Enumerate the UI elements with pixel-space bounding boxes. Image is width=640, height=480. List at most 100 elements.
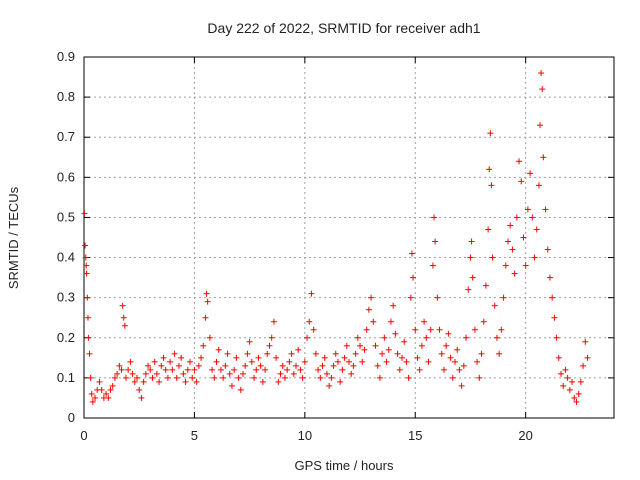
data-point xyxy=(81,210,88,217)
data-point xyxy=(129,370,136,377)
data-point xyxy=(268,334,275,341)
data-point xyxy=(169,366,176,373)
data-point xyxy=(251,374,258,381)
data-point xyxy=(119,302,126,309)
data-point xyxy=(202,314,209,321)
data-point xyxy=(452,358,458,365)
data-point xyxy=(297,366,304,373)
data-point xyxy=(337,378,344,385)
x-tick-label: 0 xyxy=(80,428,87,443)
data-point xyxy=(270,318,277,325)
data-point xyxy=(511,270,518,277)
data-point xyxy=(357,342,364,349)
data-point xyxy=(213,358,220,365)
data-point xyxy=(385,346,392,353)
data-point xyxy=(171,350,178,357)
data-point xyxy=(436,326,443,333)
data-point xyxy=(308,290,315,297)
data-point xyxy=(564,374,571,381)
data-point xyxy=(84,294,91,301)
data-point xyxy=(164,374,171,381)
data-point xyxy=(403,358,410,365)
data-point xyxy=(304,334,311,341)
data-point xyxy=(131,378,138,385)
data-point xyxy=(505,238,511,245)
data-point xyxy=(482,282,489,289)
data-point xyxy=(284,366,291,373)
data-point xyxy=(217,366,224,373)
data-point xyxy=(376,374,383,381)
data-point xyxy=(558,370,564,377)
data-point xyxy=(125,366,132,373)
data-point xyxy=(546,274,553,281)
data-point xyxy=(582,338,589,345)
data-point xyxy=(162,366,169,373)
data-point xyxy=(469,274,476,281)
data-point xyxy=(341,354,348,361)
data-point xyxy=(354,334,361,341)
data-point xyxy=(401,338,408,345)
y-tick-label: 0.3 xyxy=(57,290,75,305)
data-point xyxy=(407,294,414,301)
data-point xyxy=(310,326,317,333)
data-point xyxy=(235,374,242,381)
data-point xyxy=(83,262,90,269)
y-axis-label: SRMTID / TECUs xyxy=(6,186,21,289)
y-tick-label: 0 xyxy=(68,410,75,425)
data-point xyxy=(187,358,193,365)
data-point xyxy=(182,378,189,385)
data-point xyxy=(246,338,253,345)
data-point xyxy=(273,354,280,361)
data-point xyxy=(339,366,346,373)
x-tick-label: 15 xyxy=(408,428,422,443)
data-point xyxy=(551,314,558,321)
data-point xyxy=(518,178,525,185)
data-point xyxy=(460,362,467,369)
data-point xyxy=(121,322,128,329)
data-point xyxy=(509,246,516,253)
data-point xyxy=(189,374,196,381)
data-point xyxy=(142,370,149,377)
data-point xyxy=(103,390,110,397)
data-point xyxy=(486,166,493,173)
data-point xyxy=(465,286,472,293)
data-point xyxy=(206,334,213,341)
data-point xyxy=(381,334,388,341)
x-axis-label: GPS time / hours xyxy=(295,458,394,473)
data-point xyxy=(233,354,240,361)
data-point xyxy=(317,374,324,381)
data-point xyxy=(195,362,202,369)
data-point xyxy=(431,214,438,221)
data-point xyxy=(361,346,368,353)
data-point xyxy=(321,354,328,361)
data-point xyxy=(136,386,143,393)
data-point xyxy=(348,370,355,377)
data-point xyxy=(160,354,167,361)
data-point xyxy=(200,342,207,349)
data-point xyxy=(421,318,428,325)
data-point xyxy=(315,366,322,373)
data-point xyxy=(488,182,495,189)
data-point xyxy=(332,350,339,357)
data-point xyxy=(167,358,174,365)
data-point xyxy=(571,394,578,401)
grid-lines xyxy=(84,57,614,418)
data-point xyxy=(540,154,547,161)
data-point xyxy=(175,362,182,369)
data-point xyxy=(330,362,337,369)
data-point xyxy=(118,366,125,373)
data-point xyxy=(173,374,180,381)
data-point xyxy=(522,262,529,269)
data-point xyxy=(513,214,520,221)
data-point xyxy=(445,330,452,337)
data-point xyxy=(184,366,191,373)
data-point xyxy=(480,318,487,325)
data-point xyxy=(537,122,544,129)
data-point xyxy=(204,298,211,305)
data-point xyxy=(96,378,103,385)
data-point xyxy=(262,366,269,373)
y-tick-label: 0.1 xyxy=(57,370,75,385)
data-point xyxy=(82,254,89,261)
data-point xyxy=(544,246,551,253)
plot-frame xyxy=(83,56,615,419)
